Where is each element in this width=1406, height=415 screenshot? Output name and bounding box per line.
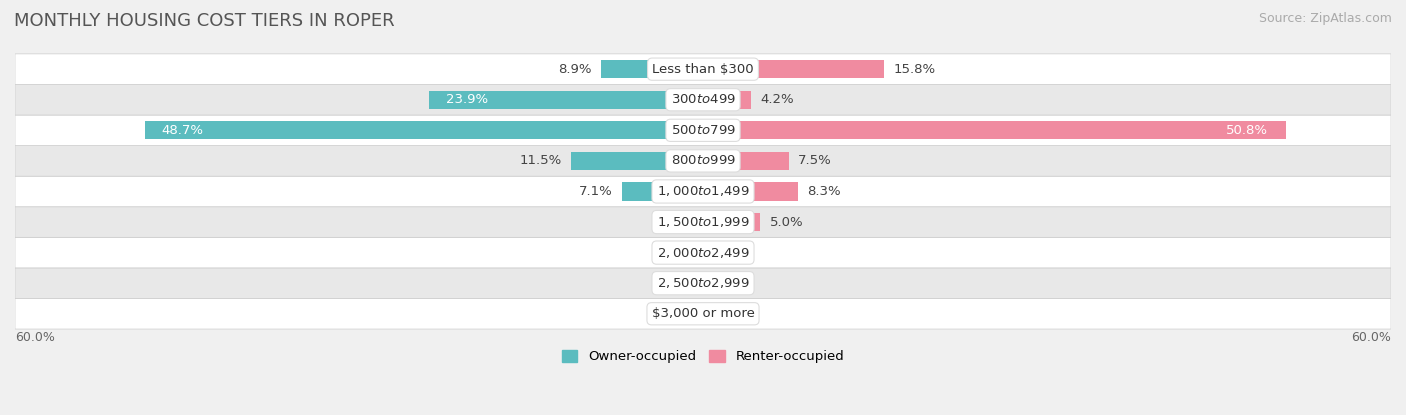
Text: $500 to $799: $500 to $799 [671,124,735,137]
Text: 60.0%: 60.0% [1351,331,1391,344]
Text: 48.7%: 48.7% [162,124,204,137]
FancyBboxPatch shape [15,176,1391,207]
Bar [621,182,703,200]
Bar [703,213,761,231]
Text: 23.9%: 23.9% [446,93,488,106]
Text: 7.1%: 7.1% [579,185,613,198]
Text: 50.8%: 50.8% [1226,124,1268,137]
FancyBboxPatch shape [15,54,1391,84]
Text: MONTHLY HOUSING COST TIERS IN ROPER: MONTHLY HOUSING COST TIERS IN ROPER [14,12,395,30]
Text: 7.5%: 7.5% [799,154,832,167]
Legend: Owner-occupied, Renter-occupied: Owner-occupied, Renter-occupied [557,344,849,369]
Text: 11.5%: 11.5% [520,154,562,167]
Bar [703,182,799,200]
Text: $1,500 to $1,999: $1,500 to $1,999 [657,215,749,229]
Text: 15.8%: 15.8% [893,63,935,76]
FancyBboxPatch shape [15,237,1391,268]
Bar [703,90,751,109]
Text: 5.0%: 5.0% [769,215,803,229]
Text: $3,000 or more: $3,000 or more [651,307,755,320]
Text: Less than $300: Less than $300 [652,63,754,76]
FancyBboxPatch shape [15,207,1391,237]
Bar [703,152,789,170]
Text: 0.0%: 0.0% [720,246,754,259]
Text: 8.3%: 8.3% [807,185,841,198]
Bar [703,121,1285,139]
FancyBboxPatch shape [15,268,1391,298]
Bar [600,60,703,78]
Text: 0.0%: 0.0% [652,246,686,259]
Text: 8.9%: 8.9% [558,63,592,76]
Text: $1,000 to $1,499: $1,000 to $1,499 [657,184,749,198]
Bar [703,60,884,78]
Text: 0.0%: 0.0% [652,307,686,320]
Text: 0.0%: 0.0% [720,277,754,290]
FancyBboxPatch shape [15,298,1391,329]
Text: $300 to $499: $300 to $499 [671,93,735,106]
Text: 0.0%: 0.0% [652,277,686,290]
Text: $800 to $999: $800 to $999 [671,154,735,167]
Text: 4.2%: 4.2% [761,93,794,106]
FancyBboxPatch shape [15,115,1391,146]
FancyBboxPatch shape [15,146,1391,176]
FancyBboxPatch shape [15,84,1391,115]
Text: 0.0%: 0.0% [652,215,686,229]
Bar [145,121,703,139]
Text: $2,000 to $2,499: $2,000 to $2,499 [657,246,749,260]
Bar [571,152,703,170]
Text: 0.0%: 0.0% [720,307,754,320]
Text: Source: ZipAtlas.com: Source: ZipAtlas.com [1258,12,1392,25]
Bar [429,90,703,109]
Text: 60.0%: 60.0% [15,331,55,344]
Text: $2,500 to $2,999: $2,500 to $2,999 [657,276,749,290]
